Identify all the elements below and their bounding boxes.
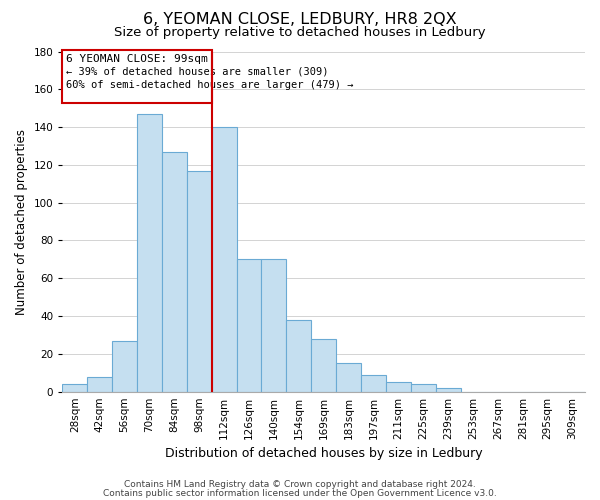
Text: Contains public sector information licensed under the Open Government Licence v3: Contains public sector information licen… bbox=[103, 489, 497, 498]
X-axis label: Distribution of detached houses by size in Ledbury: Distribution of detached houses by size … bbox=[165, 447, 482, 460]
Bar bbox=[87, 376, 112, 392]
Bar bbox=[162, 152, 187, 392]
Bar bbox=[212, 127, 236, 392]
Bar bbox=[336, 364, 361, 392]
Text: Contains HM Land Registry data © Crown copyright and database right 2024.: Contains HM Land Registry data © Crown c… bbox=[124, 480, 476, 489]
Bar bbox=[286, 320, 311, 392]
Text: 60% of semi-detached houses are larger (479) →: 60% of semi-detached houses are larger (… bbox=[66, 80, 353, 90]
Text: Size of property relative to detached houses in Ledbury: Size of property relative to detached ho… bbox=[114, 26, 486, 39]
Bar bbox=[187, 170, 212, 392]
Text: 6 YEOMAN CLOSE: 99sqm: 6 YEOMAN CLOSE: 99sqm bbox=[66, 54, 208, 64]
Bar bbox=[311, 339, 336, 392]
Text: ← 39% of detached houses are smaller (309): ← 39% of detached houses are smaller (30… bbox=[66, 66, 329, 76]
Bar bbox=[386, 382, 411, 392]
Bar bbox=[262, 260, 286, 392]
Bar bbox=[411, 384, 436, 392]
FancyBboxPatch shape bbox=[62, 50, 212, 102]
Y-axis label: Number of detached properties: Number of detached properties bbox=[15, 128, 28, 314]
Bar bbox=[137, 114, 162, 392]
Bar bbox=[112, 340, 137, 392]
Bar bbox=[361, 374, 386, 392]
Bar bbox=[62, 384, 87, 392]
Bar bbox=[436, 388, 461, 392]
Text: 6, YEOMAN CLOSE, LEDBURY, HR8 2QX: 6, YEOMAN CLOSE, LEDBURY, HR8 2QX bbox=[143, 12, 457, 28]
Bar bbox=[236, 260, 262, 392]
